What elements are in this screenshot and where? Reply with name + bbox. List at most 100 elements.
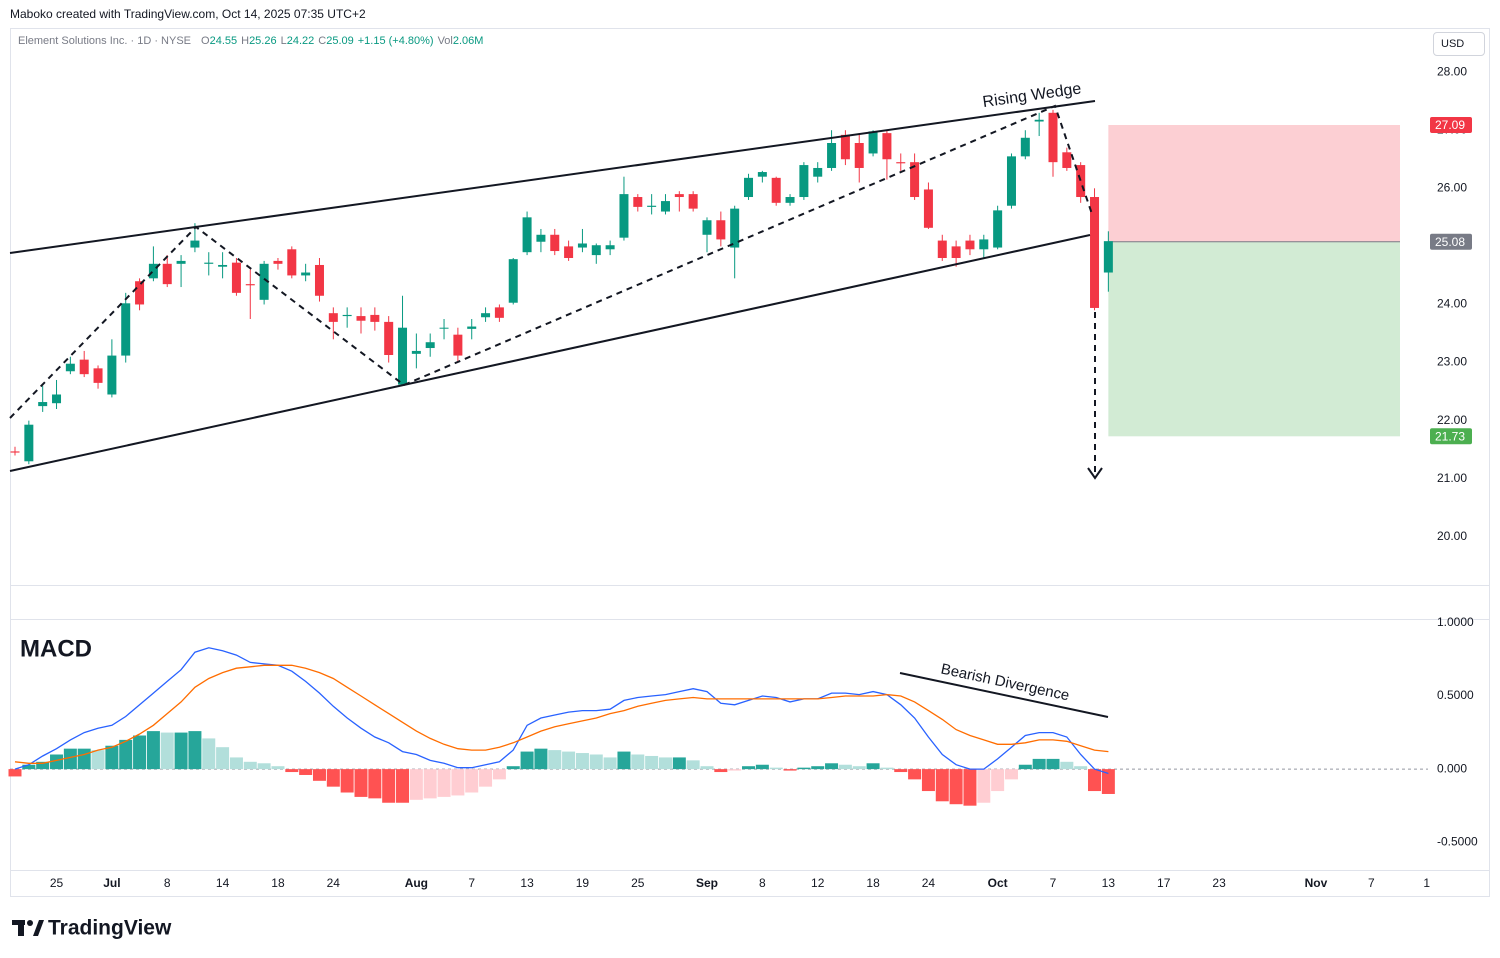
histogram-bar xyxy=(202,738,216,770)
wedge-lower xyxy=(9,234,1091,472)
candle-body xyxy=(868,131,878,154)
candle-body xyxy=(314,264,324,296)
candle-body xyxy=(38,402,48,407)
candle-body xyxy=(287,249,297,276)
candle-body xyxy=(273,260,283,264)
histogram-bar xyxy=(119,739,133,770)
x-tick-label: 17 xyxy=(1157,876,1171,890)
candle-body xyxy=(481,313,491,318)
legend-value: 24.22 xyxy=(286,35,315,47)
x-tick-label: 7 xyxy=(1368,876,1375,890)
wedge-upper xyxy=(9,100,1096,254)
annotation: Rising Wedge xyxy=(982,80,1083,111)
histogram-bar xyxy=(8,769,22,777)
candle-body xyxy=(1076,165,1086,198)
histogram-bar xyxy=(285,769,299,773)
histogram-bar xyxy=(1004,769,1018,780)
histogram-bar xyxy=(991,769,1005,792)
histogram-bar xyxy=(963,769,977,806)
candle-body xyxy=(702,220,712,235)
candle-body xyxy=(536,234,546,242)
candle-body xyxy=(10,451,20,453)
legend-value: 2.06M xyxy=(452,35,484,47)
x-tick-label: Sep xyxy=(696,876,718,890)
x-tick-label: 8 xyxy=(164,876,171,890)
histogram-bar xyxy=(451,769,465,796)
candle-body xyxy=(425,342,435,349)
candle-body xyxy=(259,263,269,300)
y-tick-label: 26.00 xyxy=(1437,180,1467,194)
candle-body xyxy=(1048,112,1058,163)
histogram-bar xyxy=(728,769,742,771)
legend: Element Solutions Inc. · 1D · NYSE O24.55… xyxy=(18,35,487,47)
histogram-bar xyxy=(935,769,949,802)
histogram-bar xyxy=(271,766,285,770)
x-tick-label: 19 xyxy=(576,876,590,890)
histogram-bar xyxy=(575,753,589,770)
histogram-bar xyxy=(326,769,340,787)
histogram-bar xyxy=(105,745,119,770)
histogram-bar xyxy=(825,763,839,770)
histogram-bar xyxy=(1032,758,1046,770)
price-label: 27.09 xyxy=(1435,118,1465,132)
histogram-bar xyxy=(382,769,396,803)
y-tick-label: 23.00 xyxy=(1437,355,1467,369)
candle-body xyxy=(577,243,587,248)
price-label-bg xyxy=(1430,233,1472,250)
candle-body xyxy=(799,165,809,198)
x-tick-label: 18 xyxy=(866,876,880,890)
candle-body xyxy=(633,197,643,207)
histogram-bar xyxy=(811,766,825,770)
candle-body xyxy=(439,327,449,329)
histogram-bar xyxy=(312,769,326,781)
candle-body xyxy=(467,326,477,329)
candle-body xyxy=(79,359,89,375)
candle-body xyxy=(923,189,933,228)
histogram-bar xyxy=(77,748,91,770)
candle-body xyxy=(411,350,421,354)
candle-body xyxy=(107,355,117,395)
x-tick-label: 13 xyxy=(520,876,534,890)
annotation: Bearish Divergence xyxy=(939,661,1071,705)
histogram-bar xyxy=(479,769,493,787)
histogram-bar xyxy=(631,754,645,770)
histogram-bar xyxy=(617,751,631,770)
legend-label: L xyxy=(280,35,287,47)
candle-body xyxy=(135,281,145,305)
price-label-bg xyxy=(1430,428,1472,445)
x-tick-label: 24 xyxy=(327,876,341,890)
histogram-bar xyxy=(686,760,700,770)
x-tick-label: Nov xyxy=(1305,876,1328,890)
logo-mark xyxy=(27,920,33,926)
histogram-bar xyxy=(1060,761,1074,770)
drawings xyxy=(9,100,1109,718)
candle-body xyxy=(979,239,989,250)
candle-body xyxy=(896,162,906,164)
histogram-bar xyxy=(36,761,50,770)
x-tick-label: 25 xyxy=(50,876,64,890)
candle-body xyxy=(660,201,670,212)
histogram-bar xyxy=(229,757,243,770)
candle-body xyxy=(605,245,615,250)
legend-value: 24.55 xyxy=(209,35,238,47)
candle-body xyxy=(688,194,698,209)
histogram-bar xyxy=(755,764,769,770)
histogram-bar xyxy=(354,769,368,797)
histogram-bar xyxy=(797,767,811,770)
legend-value: 25.26 xyxy=(249,35,277,47)
candle-body xyxy=(564,246,574,259)
currency-button[interactable]: USD xyxy=(1433,32,1485,56)
histogram-bar xyxy=(603,757,617,770)
candle-body xyxy=(965,240,975,250)
candle-body xyxy=(730,208,740,248)
candle-body xyxy=(1103,241,1113,273)
credit: Maboko created with TradingView.com, Oct… xyxy=(10,7,366,21)
candle-body xyxy=(827,143,837,168)
logo-mark xyxy=(18,920,24,936)
wedge-zigzag xyxy=(9,104,1093,419)
y-tick-label: 1.0000 xyxy=(1437,615,1474,629)
candle-body xyxy=(882,133,892,160)
x-tick-label: Oct xyxy=(988,876,1008,890)
